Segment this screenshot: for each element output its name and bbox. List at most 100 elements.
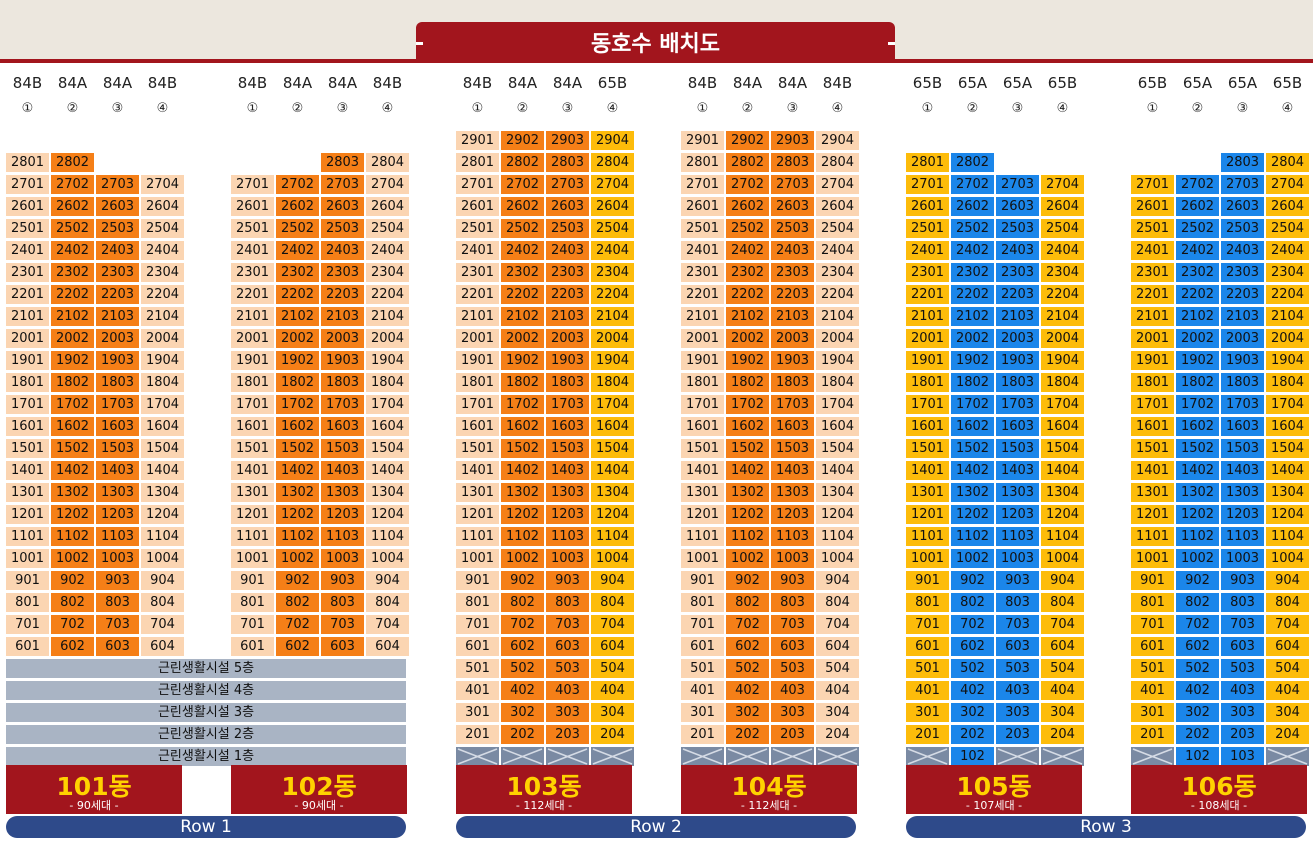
unit-cell[interactable]: 1101 <box>6 527 49 546</box>
unit-cell[interactable]: 1403 <box>321 461 364 480</box>
unit-cell[interactable]: 1902 <box>276 351 319 370</box>
unit-cell[interactable]: 1302 <box>951 483 994 502</box>
unit-cell[interactable]: 2602 <box>276 197 319 216</box>
unit-cell[interactable]: 2801 <box>6 153 49 172</box>
unit-cell[interactable]: 2304 <box>366 263 409 282</box>
unit-cell[interactable]: 403 <box>1221 681 1264 700</box>
unit-cell[interactable]: 2802 <box>51 153 94 172</box>
unit-cell[interactable]: 703 <box>96 615 139 634</box>
unit-cell[interactable]: 1202 <box>1176 505 1219 524</box>
unit-cell[interactable]: 2004 <box>1266 329 1309 348</box>
unit-cell[interactable]: 2403 <box>771 241 814 260</box>
unit-cell[interactable]: 1003 <box>996 549 1039 568</box>
unit-cell[interactable]: 1302 <box>726 483 769 502</box>
unit-cell[interactable]: 2401 <box>6 241 49 260</box>
unit-cell[interactable]: 402 <box>951 681 994 700</box>
unit-cell[interactable]: 1701 <box>1131 395 1174 414</box>
unit-cell[interactable]: 2003 <box>321 329 364 348</box>
unit-cell[interactable]: 2103 <box>96 307 139 326</box>
unit-cell[interactable]: 1801 <box>6 373 49 392</box>
unit-cell[interactable]: 1901 <box>6 351 49 370</box>
unit-cell[interactable]: 1903 <box>996 351 1039 370</box>
unit-cell[interactable]: 403 <box>771 681 814 700</box>
unit-cell[interactable]: 202 <box>726 725 769 744</box>
unit-cell[interactable]: 902 <box>1176 571 1219 590</box>
unit-cell[interactable]: 1202 <box>501 505 544 524</box>
unit-cell[interactable]: 1501 <box>456 439 499 458</box>
unit-cell[interactable]: 1903 <box>1221 351 1264 370</box>
unit-cell[interactable]: 1101 <box>681 527 724 546</box>
unit-cell[interactable]: 1703 <box>546 395 589 414</box>
unit-cell[interactable]: 2103 <box>771 307 814 326</box>
unit-cell[interactable]: 1803 <box>546 373 589 392</box>
unit-cell[interactable]: 904 <box>1041 571 1084 590</box>
unit-cell[interactable]: 202 <box>501 725 544 744</box>
unit-cell[interactable]: 2702 <box>501 175 544 194</box>
unit-cell[interactable]: 2503 <box>546 219 589 238</box>
unit-cell[interactable]: 502 <box>951 659 994 678</box>
unit-cell[interactable]: 2203 <box>771 285 814 304</box>
unit-cell[interactable]: 1301 <box>1131 483 1174 502</box>
unit-cell[interactable]: 902 <box>951 571 994 590</box>
unit-cell[interactable]: 1401 <box>6 461 49 480</box>
unit-cell[interactable]: 602 <box>1176 637 1219 656</box>
unit-cell[interactable]: 2801 <box>681 153 724 172</box>
unit-cell[interactable]: 2401 <box>1131 241 1174 260</box>
unit-cell[interactable]: 1801 <box>681 373 724 392</box>
unit-cell[interactable]: 403 <box>996 681 1039 700</box>
unit-cell[interactable]: 1102 <box>276 527 319 546</box>
unit-cell[interactable]: 1502 <box>726 439 769 458</box>
unit-cell[interactable]: 1804 <box>1041 373 1084 392</box>
unit-cell[interactable]: 1304 <box>1266 483 1309 502</box>
unit-cell[interactable]: 902 <box>726 571 769 590</box>
unit-cell[interactable]: 1802 <box>726 373 769 392</box>
unit-cell[interactable]: 1902 <box>726 351 769 370</box>
unit-cell[interactable]: 1204 <box>366 505 409 524</box>
unit-cell[interactable]: 2104 <box>366 307 409 326</box>
unit-cell[interactable]: 1801 <box>906 373 949 392</box>
unit-cell[interactable]: 2802 <box>951 153 994 172</box>
unit-cell[interactable]: 204 <box>816 725 859 744</box>
unit-cell[interactable]: 1503 <box>996 439 1039 458</box>
unit-cell[interactable]: 601 <box>1131 637 1174 656</box>
unit-cell[interactable]: 2201 <box>681 285 724 304</box>
unit-cell[interactable]: 1802 <box>51 373 94 392</box>
unit-cell[interactable]: 602 <box>726 637 769 656</box>
unit-cell[interactable]: 2502 <box>726 219 769 238</box>
unit-cell[interactable]: 503 <box>1221 659 1264 678</box>
unit-cell[interactable]: 901 <box>906 571 949 590</box>
unit-cell[interactable]: 903 <box>996 571 1039 590</box>
unit-cell[interactable]: 2604 <box>591 197 634 216</box>
unit-cell[interactable]: 304 <box>1266 703 1309 722</box>
unit-cell[interactable]: 2003 <box>771 329 814 348</box>
unit-cell[interactable]: 1503 <box>321 439 364 458</box>
unit-cell[interactable]: 2304 <box>591 263 634 282</box>
unit-cell[interactable]: 2302 <box>1176 263 1219 282</box>
unit-cell[interactable]: 1103 <box>96 527 139 546</box>
unit-cell[interactable]: 703 <box>546 615 589 634</box>
unit-cell[interactable]: 2703 <box>546 175 589 194</box>
unit-cell[interactable]: 1702 <box>51 395 94 414</box>
unit-cell[interactable]: 2503 <box>96 219 139 238</box>
unit-cell[interactable]: 803 <box>771 593 814 612</box>
unit-cell[interactable]: 902 <box>51 571 94 590</box>
unit-cell[interactable]: 2404 <box>816 241 859 260</box>
unit-cell[interactable]: 204 <box>591 725 634 744</box>
unit-cell[interactable]: 2701 <box>456 175 499 194</box>
unit-cell[interactable]: 2303 <box>1221 263 1264 282</box>
unit-cell[interactable]: 1701 <box>6 395 49 414</box>
unit-cell[interactable]: 2001 <box>681 329 724 348</box>
unit-cell[interactable]: 201 <box>1131 725 1174 744</box>
unit-cell[interactable]: 1904 <box>816 351 859 370</box>
unit-cell[interactable]: 1402 <box>726 461 769 480</box>
unit-cell[interactable]: 1103 <box>996 527 1039 546</box>
unit-cell[interactable]: 2702 <box>276 175 319 194</box>
unit-cell[interactable]: 1303 <box>1221 483 1264 502</box>
unit-cell[interactable]: 1501 <box>1131 439 1174 458</box>
unit-cell[interactable]: 801 <box>681 593 724 612</box>
unit-cell[interactable]: 803 <box>546 593 589 612</box>
unit-cell[interactable]: 1904 <box>366 351 409 370</box>
unit-cell[interactable]: 2301 <box>6 263 49 282</box>
unit-cell[interactable]: 1701 <box>906 395 949 414</box>
unit-cell[interactable]: 601 <box>456 637 499 656</box>
